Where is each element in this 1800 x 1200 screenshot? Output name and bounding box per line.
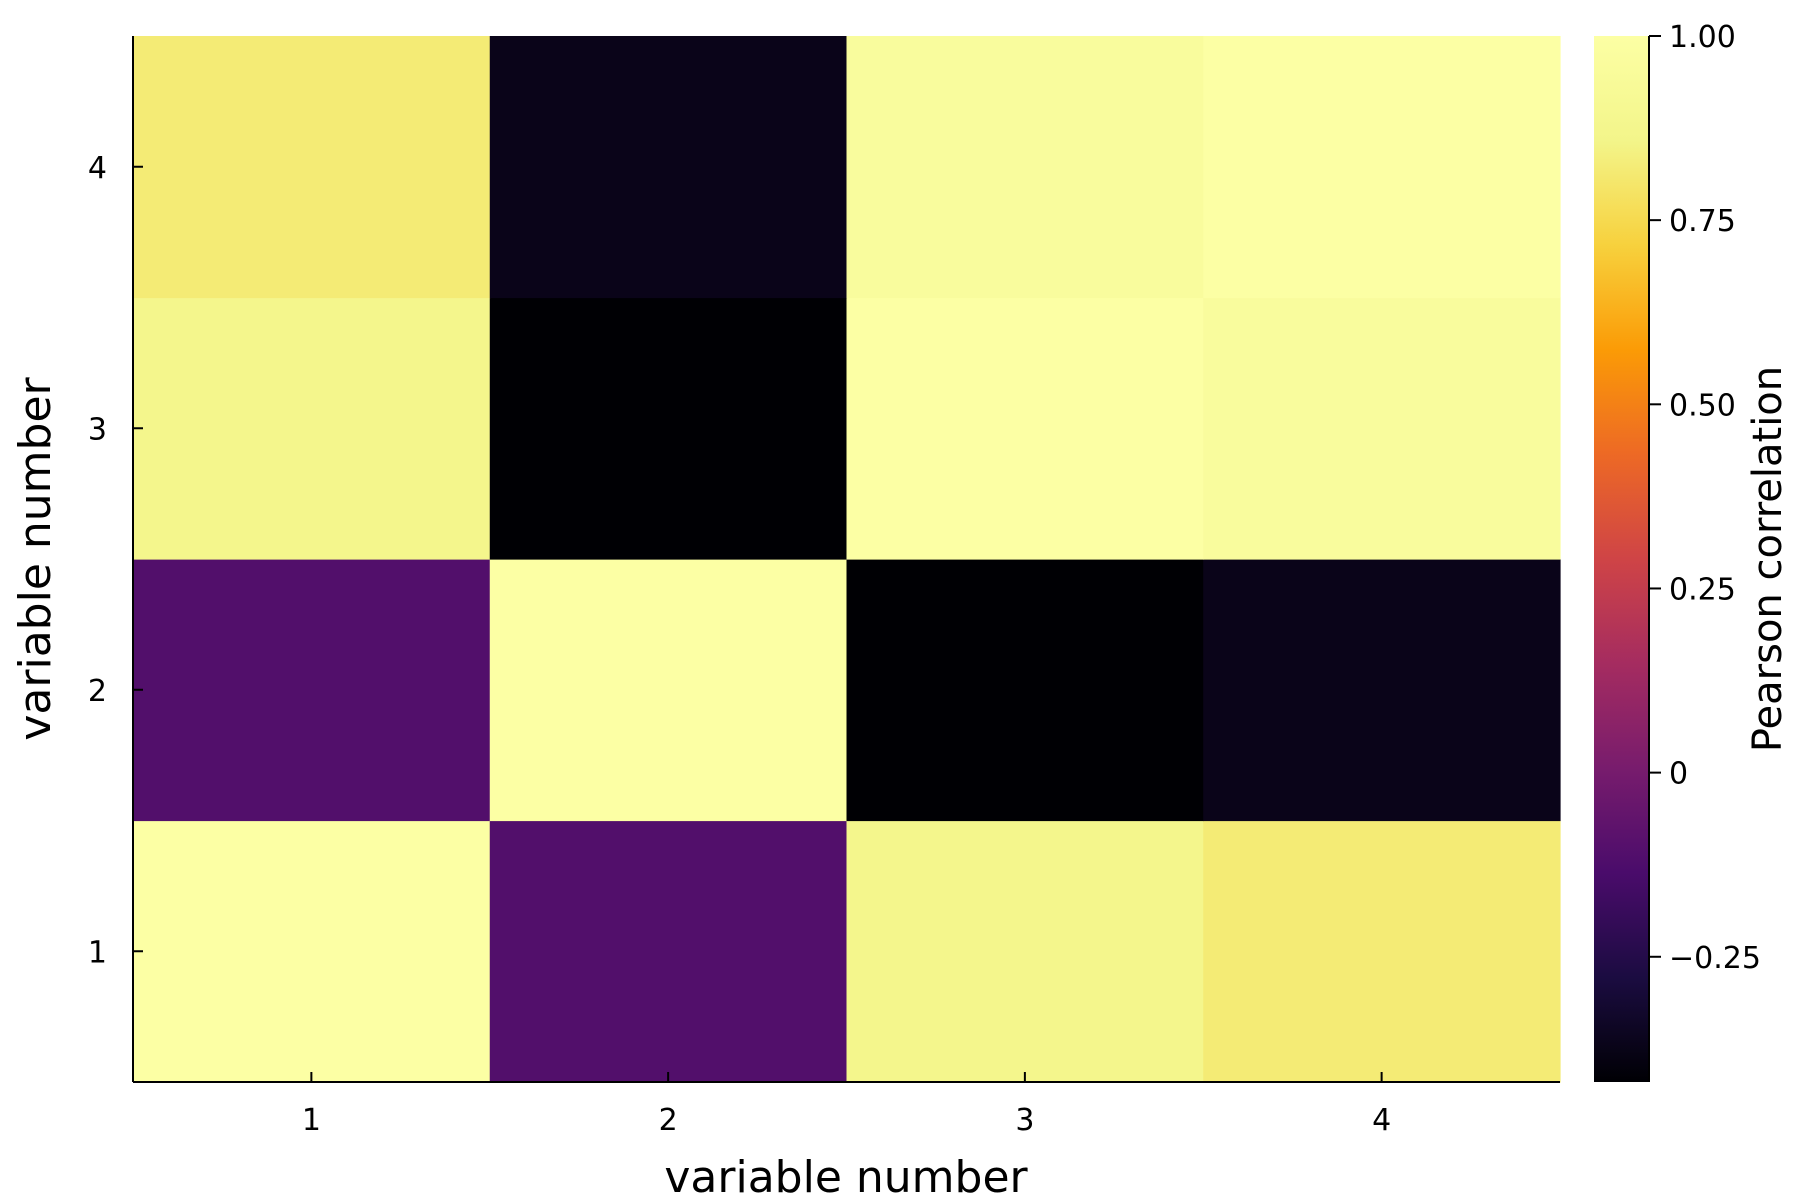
y-axis-ticks: 1 2 3 4 [88, 151, 143, 970]
heatmap-cell-1-4 [1203, 820, 1561, 1083]
heatmap-cell-3-1 [133, 297, 491, 560]
colorbar-tick-label: 1.00 [1669, 20, 1736, 55]
colorbar-tick-label: 0.75 [1669, 204, 1736, 239]
y-tick-label: 3 [88, 412, 107, 447]
heatmap-cell-3-4 [1203, 297, 1561, 560]
colorbar-tick-label: 0.50 [1669, 388, 1736, 423]
heatmap-cell-2-3 [846, 559, 1204, 822]
colorbar-gradient [1594, 36, 1649, 1082]
x-axis-ticks: 1 2 3 4 [302, 1072, 1391, 1138]
colorbar-tick-label: −0.25 [1669, 941, 1761, 976]
x-tick-label: 1 [302, 1103, 321, 1138]
x-axis-title: variable number [664, 1152, 1028, 1200]
x-tick-label: 3 [1015, 1103, 1034, 1138]
y-axis-title: variable number [10, 376, 61, 740]
colorbar-title: Pearson correlation [1745, 366, 1791, 752]
heatmap-cell-3-3 [846, 297, 1204, 560]
heatmap-cell-1-3 [846, 820, 1204, 1083]
heatmap-cell-4-4 [1203, 36, 1561, 299]
y-tick-label: 2 [88, 674, 107, 709]
colorbar-ticks: −0.25 0 0.25 0.50 0.75 1.00 [1649, 20, 1761, 976]
y-tick-label: 4 [88, 151, 107, 186]
plot-axes [132, 36, 1560, 1083]
heatmap-cell-4-1 [133, 36, 491, 299]
colorbar-tick-label: 0.25 [1669, 572, 1736, 607]
heatmap-cell-4-2 [489, 36, 848, 299]
colorbar: −0.25 0 0.25 0.50 0.75 1.00 Pearson correlati… [1594, 20, 1791, 1082]
heatmap-cell-2-2 [489, 559, 848, 822]
heatmap-cell-2-1 [133, 559, 491, 822]
heatmap-cell-1-2 [489, 820, 848, 1083]
heatmap-cell-1-1 [133, 820, 491, 1083]
x-tick-label: 4 [1372, 1103, 1391, 1138]
colorbar-tick-label: 0 [1669, 757, 1688, 792]
y-tick-label: 1 [88, 935, 107, 970]
x-tick-label: 2 [659, 1103, 678, 1138]
heatmap-cell-3-2 [489, 297, 848, 560]
heatmap-cells [133, 36, 1561, 1083]
heatmap-cell-4-3 [846, 36, 1204, 299]
heatmap-cell-2-4 [1203, 559, 1561, 822]
